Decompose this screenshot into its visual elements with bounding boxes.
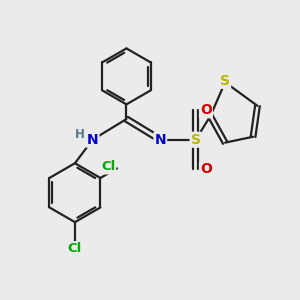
Text: O: O [200, 162, 212, 176]
Text: Cl: Cl [68, 242, 82, 255]
Text: N: N [87, 133, 98, 147]
Text: N: N [154, 133, 166, 147]
Text: H: H [74, 128, 84, 141]
Text: O: O [200, 103, 212, 117]
Text: Cl: Cl [101, 160, 115, 173]
Text: S: S [220, 74, 230, 88]
Text: S: S [190, 133, 201, 147]
